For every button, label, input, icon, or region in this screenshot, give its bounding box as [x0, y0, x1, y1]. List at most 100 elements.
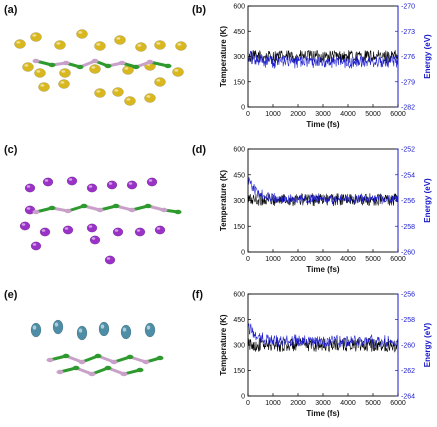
- chain-atom: [48, 205, 56, 211]
- yellow-atom: [94, 88, 106, 98]
- yellow-atom: [54, 40, 66, 50]
- chain-atom: [91, 58, 99, 64]
- chart-d: 0 1000 2000 3000 4000 5000 6000 0 150 300 450 600 -2…: [219, 147, 432, 275]
- chain-atom: [118, 60, 126, 66]
- y-tick-label: 600: [233, 4, 245, 11]
- purple-atom-highlight: [108, 182, 113, 185]
- purple-atom: [106, 180, 118, 190]
- y-tick-label: 600: [233, 292, 245, 299]
- chain-atom: [104, 63, 112, 69]
- yellow-atom-highlight: [96, 43, 101, 46]
- yellow-atom: [30, 32, 42, 42]
- y2-tick-label: -273: [401, 29, 415, 36]
- purple-atom-highlight: [32, 243, 37, 246]
- purple-atom: [66, 176, 78, 186]
- teal-atom: [52, 319, 64, 335]
- y-axis-label: Temperature (K): [219, 170, 228, 232]
- purple-atom: [42, 177, 54, 187]
- x-tick-label: 2000: [290, 400, 306, 407]
- y2-tick-label: -276: [401, 54, 415, 61]
- y-tick-label: 150: [233, 224, 245, 231]
- structure-e-image: [30, 319, 164, 377]
- purple-atom-highlight: [41, 229, 46, 232]
- yellow-atom-highlight: [32, 34, 37, 37]
- panel-label-d: (d): [192, 144, 206, 156]
- y-tick-label: 300: [233, 54, 245, 61]
- chain-atom: [80, 203, 88, 209]
- yellow-atom: [172, 67, 184, 77]
- purple-atom-highlight: [91, 237, 96, 240]
- purple-atom-highlight: [64, 227, 69, 230]
- x-tick-label: 2000: [290, 111, 306, 118]
- y2-tick-label: -260: [401, 343, 415, 350]
- y2-axis-label: Energy (eV): [423, 178, 432, 223]
- purple-atom: [39, 227, 51, 237]
- purple-atom: [86, 183, 98, 193]
- y2-tick-label: -256: [401, 292, 415, 299]
- structure-c-image: [19, 176, 182, 265]
- y-tick-label: 150: [233, 368, 245, 375]
- yellow-atom-highlight: [156, 79, 161, 82]
- purple-atom: [89, 235, 101, 245]
- x-tick-label: 5000: [365, 400, 381, 407]
- y-tick-label: 0: [241, 250, 245, 257]
- chain-atom: [142, 359, 150, 365]
- chain-atom: [128, 207, 136, 213]
- y-axis-label: Temperature (K): [219, 314, 228, 376]
- yellow-atom: [154, 40, 166, 50]
- yellow-atom: [38, 82, 50, 92]
- chain-atom: [144, 203, 152, 209]
- yellow-atom: [144, 93, 156, 103]
- chain-atom: [112, 203, 120, 209]
- panel-label-b: (b): [192, 4, 206, 16]
- x-tick-label: 5000: [365, 111, 381, 118]
- chain-atom: [32, 209, 40, 215]
- yellow-atom: [14, 39, 26, 49]
- purple-atom-highlight: [128, 182, 133, 185]
- purple-atom: [126, 180, 138, 190]
- y2-axis-label: Energy (eV): [423, 322, 432, 367]
- y2-tick-label: -260: [401, 250, 415, 257]
- x-tick-label: 6000: [390, 256, 406, 263]
- x-axis-label: Time (fs): [306, 265, 340, 274]
- chain-atom: [78, 359, 86, 365]
- chain-atom: [126, 354, 134, 360]
- y-tick-label: 300: [233, 343, 245, 350]
- purple-atom: [24, 183, 36, 193]
- x-tick-label: 1000: [265, 400, 281, 407]
- yellow-atom-highlight: [91, 66, 96, 69]
- energy-trace: [247, 177, 399, 205]
- x-tick-label: 6000: [390, 111, 406, 118]
- purple-atom: [146, 177, 158, 187]
- chain-atom: [120, 371, 128, 377]
- teal-atom: [30, 322, 42, 338]
- purple-atom-highlight: [44, 179, 49, 182]
- y2-tick-label: -264: [401, 394, 415, 401]
- y-tick-label: 450: [233, 29, 245, 36]
- chain-atom: [164, 63, 172, 69]
- x-tick-label: 1000: [265, 111, 281, 118]
- chain-atom: [132, 64, 140, 70]
- yellow-atom: [58, 79, 70, 89]
- yellow-atom-highlight: [174, 69, 179, 72]
- yellow-atom-highlight: [36, 70, 41, 73]
- y2-tick-label: -270: [401, 4, 415, 11]
- yellow-atom-highlight: [116, 37, 121, 40]
- chain-atom: [110, 359, 118, 365]
- yellow-atom: [59, 68, 71, 78]
- y2-tick-label: -279: [401, 79, 415, 86]
- y-tick-label: 150: [233, 79, 245, 86]
- teal-atom: [76, 325, 88, 341]
- teal-atom-highlight: [54, 322, 59, 327]
- purple-atom: [62, 225, 74, 235]
- x-axis-label: Time (fs): [306, 409, 340, 418]
- chain-atom: [88, 371, 96, 377]
- purple-atom: [112, 227, 124, 237]
- chain-atom: [32, 58, 40, 64]
- panel-label-c: (c): [4, 144, 18, 156]
- x-tick-label: 2000: [290, 256, 306, 263]
- x-axis-label: Time (fs): [306, 120, 340, 129]
- chain-atom: [146, 59, 154, 65]
- y2-axis-label: Energy (eV): [423, 34, 432, 79]
